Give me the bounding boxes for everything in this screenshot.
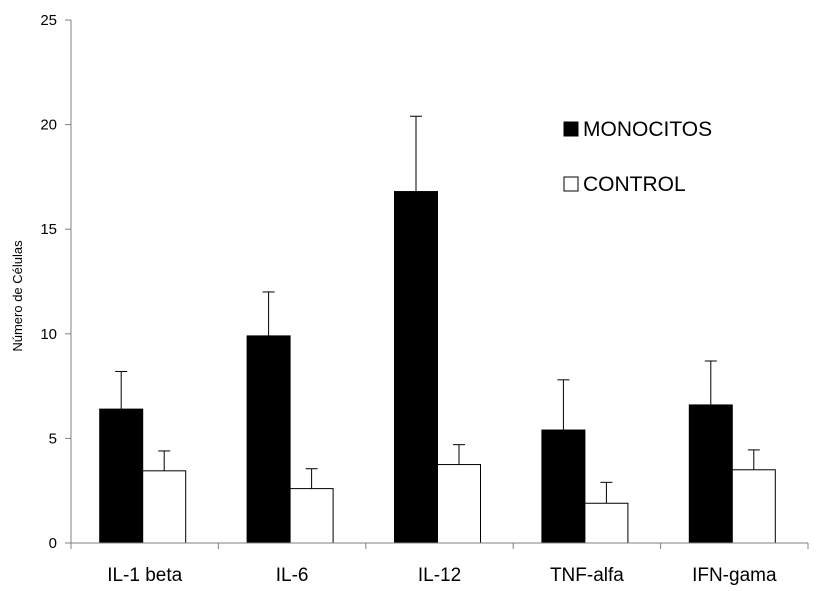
y-axis-title: Número de Células: [10, 240, 25, 352]
y-tick-label: 0: [49, 535, 57, 552]
bar-control-2: [289, 488, 334, 544]
bar-monocitos-1: [99, 408, 144, 544]
bars: [99, 191, 776, 544]
bar-monocitos-3: [394, 191, 438, 544]
y-axis-ticks: 0 5 10 15 20 25: [40, 12, 71, 552]
x-category-label: IL-12: [418, 565, 461, 586]
legend-label-control: CONTROL: [583, 173, 686, 196]
axes: [70, 20, 809, 549]
x-axis-labels: IL-1 beta IL-6 IL-12 TNF-alfa IFN-gama: [107, 565, 777, 586]
bar-monocitos-2: [246, 335, 291, 544]
x-category-label: TNF-alfa: [550, 565, 624, 586]
legend: MONOCITOS CONTROL: [563, 118, 712, 196]
x-category-label: IFN-gama: [692, 565, 777, 586]
error-bars: [115, 115, 760, 504]
bar-monocitos-5: [688, 404, 733, 544]
bar-control-3: [437, 464, 481, 544]
legend-label-monocitos: MONOCITOS: [583, 118, 712, 141]
bar-control-1: [142, 470, 187, 544]
bar-monocitos-4: [541, 429, 586, 544]
x-category-label: IL-6: [276, 565, 309, 586]
bar-control-4: [584, 502, 629, 544]
x-category-label: IL-1 beta: [107, 565, 182, 586]
legend-swatch-monocitos: [563, 121, 579, 137]
y-tick-label: 25: [40, 12, 57, 29]
y-tick-label: 20: [40, 117, 57, 134]
legend-swatch-control: [563, 176, 579, 192]
bar-control-5: [731, 469, 776, 544]
y-tick-label: 10: [40, 326, 57, 343]
y-tick-label: 15: [40, 221, 57, 238]
y-tick-label: 5: [49, 430, 57, 447]
